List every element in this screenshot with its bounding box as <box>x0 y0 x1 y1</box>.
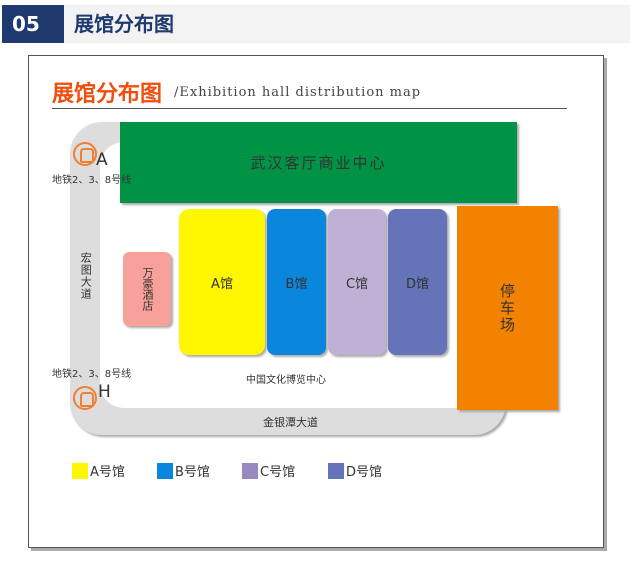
hall-c: C馆 <box>328 209 386 355</box>
legend-swatch <box>157 462 173 479</box>
map-title: 展馆分布图 <box>52 82 163 107</box>
metro-bottom-letter: H <box>98 382 111 402</box>
metro-bottom-label: 地铁2、3、8号线 <box>52 369 132 380</box>
section-header-bar <box>2 5 630 43</box>
legend-item-b: B号馆 <box>157 461 210 480</box>
map-subtitle: /Exhibition hall distribution map <box>174 85 422 100</box>
section-title: 展馆分布图 <box>74 12 174 36</box>
commercial-center-block: 武汉客厅商业中心 <box>120 122 517 203</box>
parking-label: 停车场 <box>498 282 516 334</box>
hotel-label: 万豪酒店 <box>141 267 154 311</box>
hall-d: D馆 <box>388 209 447 355</box>
legend-swatch <box>72 462 88 479</box>
hall-c-label: C馆 <box>345 276 369 292</box>
hall-a: A馆 <box>179 209 265 355</box>
legend-swatch <box>242 462 258 479</box>
metro-top-label: 地铁2、3、8号线 <box>52 175 132 186</box>
legend-swatch <box>328 462 344 479</box>
hall-b-label: B馆 <box>285 276 308 292</box>
legend-item-c: C号馆 <box>242 461 295 480</box>
hotel-block: 万豪酒店 <box>123 252 171 326</box>
hall-b: B馆 <box>267 209 326 355</box>
metro-icon <box>73 386 97 410</box>
hall-d-label: D馆 <box>405 276 429 292</box>
section-number: 05 <box>2 5 64 43</box>
metro-top-letter: A <box>96 150 108 170</box>
legend-label: C号馆 <box>260 465 296 480</box>
parking-block: 停车场 <box>457 206 558 410</box>
metro-icon <box>73 142 97 166</box>
road-left-label: 宏图大道 <box>79 252 93 300</box>
legend-item-a: A号馆 <box>72 461 125 480</box>
road-bottom-label: 金银潭大道 <box>263 416 318 429</box>
hall-a-label: A馆 <box>211 276 233 292</box>
legend-label: D号馆 <box>346 465 383 480</box>
commercial-center-label: 武汉客厅商业中心 <box>250 154 387 172</box>
legend-label: B号馆 <box>175 465 210 480</box>
center-label: 中国文化博览中心 <box>246 375 326 386</box>
legend-label: A号馆 <box>90 465 125 480</box>
title-divider <box>52 108 567 109</box>
legend-item-d: D号馆 <box>328 461 382 480</box>
